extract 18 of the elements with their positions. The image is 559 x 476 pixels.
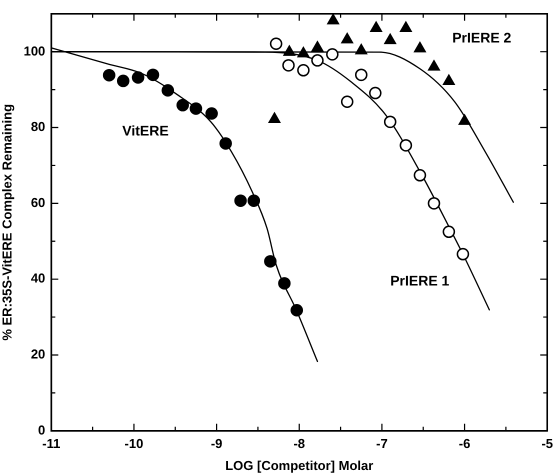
x-tick-label: -6 xyxy=(458,436,470,452)
x-axis-title: LOG [Competitor] Molar xyxy=(225,458,374,473)
annotation: PrIERE 2 xyxy=(452,30,512,46)
x-tick-label: -8 xyxy=(293,436,306,452)
y-tick-label: 60 xyxy=(30,194,46,210)
annotation: PrIERE 1 xyxy=(390,272,450,288)
y-tick-label: 20 xyxy=(30,346,46,362)
x-tick-label: -5 xyxy=(541,436,553,452)
x-tick-label: -7 xyxy=(376,436,388,452)
y-tick-label: 0 xyxy=(38,422,46,438)
y-tick-label: 100 xyxy=(24,43,46,58)
y-axis-title: % ER:35S-VitERE Complex Remaining xyxy=(0,104,14,341)
annotation: VitERE xyxy=(122,122,169,139)
y-tick-label: 80 xyxy=(30,119,46,134)
x-tick-label: -11 xyxy=(42,436,60,452)
x-tick-label: -9 xyxy=(210,436,222,452)
y-tick-label: 40 xyxy=(30,270,46,286)
x-tick-label: -10 xyxy=(124,436,144,452)
